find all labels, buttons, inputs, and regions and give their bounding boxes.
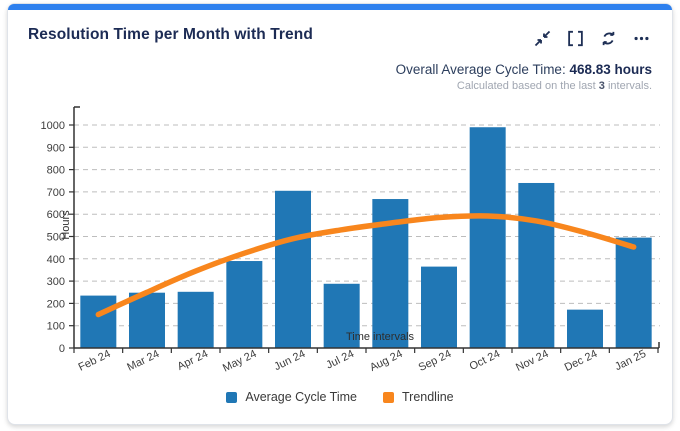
- refresh-button[interactable]: [599, 29, 618, 48]
- collapse-icon: [534, 30, 551, 47]
- y-tick-label: 600: [47, 209, 65, 221]
- overall-average-line: Overall Average Cycle Time: 468.83 hours: [396, 62, 652, 77]
- card-accent-strip: [8, 4, 672, 10]
- fullscreen-button[interactable]: [566, 29, 585, 48]
- x-tick-label: Jul 24: [324, 348, 356, 372]
- bar-nov-24[interactable]: [518, 182, 555, 348]
- widget-title: Resolution Time per Month with Trend: [28, 26, 313, 43]
- y-tick-label: 1000: [41, 120, 65, 132]
- bar-apr-24[interactable]: [177, 291, 214, 348]
- x-tick-label: Aug 24: [368, 348, 405, 374]
- legend-label: Trendline: [401, 390, 454, 404]
- y-tick-label: 200: [47, 298, 65, 310]
- legend-swatch: [382, 391, 394, 403]
- summary-block: Overall Average Cycle Time: 468.83 hours…: [396, 62, 652, 92]
- bar-may-24[interactable]: [226, 261, 263, 348]
- bar-jan-25[interactable]: [615, 237, 652, 348]
- y-tick-label: 100: [47, 321, 65, 333]
- bar-feb-24[interactable]: [80, 295, 117, 348]
- summary-note: Calculated based on the last 3 intervals…: [456, 80, 652, 92]
- bar-oct-24[interactable]: [469, 127, 506, 348]
- trendline-curve: [95, 213, 637, 318]
- legend-item-trendline[interactable]: Trendline: [382, 390, 454, 404]
- more-options-icon: [633, 30, 650, 47]
- bar-dec-24[interactable]: [567, 309, 603, 348]
- y-axis-title: Hours: [60, 210, 72, 240]
- x-tick-label: Mar 24: [125, 348, 161, 374]
- legend-label: Average Cycle Time: [245, 390, 357, 404]
- bar-sep-24[interactable]: [421, 266, 457, 348]
- overall-average-value: 468.83 hours: [569, 62, 652, 77]
- y-tick-label: 800: [47, 165, 65, 177]
- x-tick-label: Jan 25: [613, 348, 648, 373]
- x-tick-label: Oct 24: [468, 348, 502, 373]
- intervals-count: 3: [598, 80, 605, 92]
- bar-jul-24[interactable]: [323, 283, 360, 348]
- x-tick-label: Jun 24: [272, 348, 307, 373]
- x-tick-label: May 24: [221, 348, 259, 375]
- overall-average-label: Overall Average Cycle Time:: [395, 62, 570, 77]
- bar-mar-24[interactable]: [129, 292, 165, 348]
- y-tick-label: 700: [47, 187, 65, 199]
- x-tick-label: Apr 24: [176, 348, 210, 373]
- y-tick-label: 300: [47, 276, 65, 288]
- collapse-button[interactable]: [533, 29, 552, 48]
- y-tick-label: 0: [59, 343, 65, 355]
- y-tick-label: 900: [47, 142, 65, 154]
- refresh-icon: [600, 30, 617, 47]
- fullscreen-icon: [567, 30, 584, 47]
- more-options-button[interactable]: [632, 29, 651, 48]
- y-tick-label: 400: [47, 254, 65, 266]
- x-tick-label: Nov 24: [514, 348, 551, 374]
- y-tick-label: 500: [47, 232, 65, 244]
- bar-jun-24[interactable]: [275, 190, 311, 348]
- x-axis-title: Time intervals: [346, 331, 415, 343]
- legend-item-average-cycle-time[interactable]: Average Cycle Time: [226, 390, 357, 404]
- widget-toolbar: [533, 29, 651, 48]
- cycle-time-chart[interactable]: 0 100 200 300 400 500 600 700 800 900 1000 Feb 24 Ma…: [8, 98, 674, 386]
- x-tick-label: Dec 24: [563, 348, 600, 374]
- chart-legend: Average Cycle Time Trendline: [8, 390, 672, 404]
- legend-swatch: [226, 391, 238, 403]
- x-tick-label: Sep 24: [417, 348, 454, 374]
- x-tick-label: Feb 24: [77, 348, 113, 374]
- chart-widget-card: Resolution Time per Month with Trend: [7, 3, 673, 425]
